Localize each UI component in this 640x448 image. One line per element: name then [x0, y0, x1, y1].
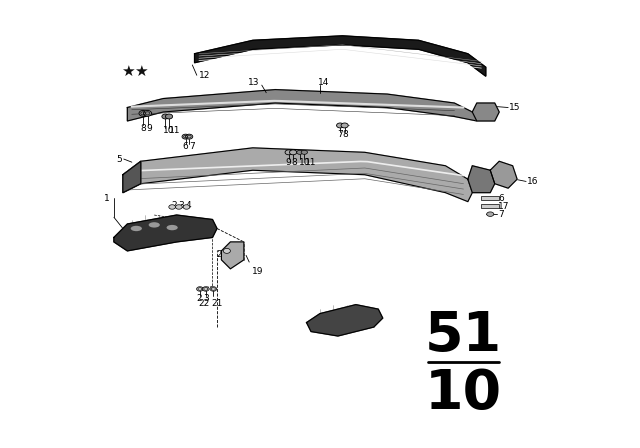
Text: 17: 17	[499, 202, 510, 211]
Text: 16: 16	[527, 177, 539, 186]
Text: 7: 7	[189, 142, 195, 151]
Text: 22: 22	[198, 299, 209, 308]
Polygon shape	[123, 148, 472, 202]
Text: 1: 1	[104, 194, 109, 202]
Ellipse shape	[131, 226, 142, 231]
Text: 21: 21	[212, 299, 223, 308]
Text: 15: 15	[509, 103, 520, 112]
Text: 11: 11	[169, 126, 180, 135]
Polygon shape	[195, 36, 486, 76]
Ellipse shape	[196, 287, 204, 291]
Ellipse shape	[148, 222, 160, 228]
Polygon shape	[221, 242, 244, 269]
Text: 13: 13	[248, 78, 260, 87]
Text: 9: 9	[147, 124, 152, 133]
Text: 8: 8	[342, 130, 348, 139]
Ellipse shape	[175, 205, 182, 209]
Text: 4: 4	[186, 201, 191, 210]
Text: 18: 18	[320, 322, 332, 331]
Text: 2: 2	[172, 201, 177, 210]
Text: 2: 2	[196, 294, 202, 303]
Text: 6: 6	[499, 194, 504, 202]
Text: 5: 5	[116, 155, 122, 164]
Ellipse shape	[301, 150, 307, 154]
Text: 10: 10	[425, 367, 502, 421]
Ellipse shape	[186, 134, 193, 139]
Ellipse shape	[183, 205, 190, 209]
Polygon shape	[307, 305, 383, 336]
Ellipse shape	[162, 114, 169, 119]
Polygon shape	[472, 103, 499, 121]
Polygon shape	[468, 166, 495, 193]
Text: 10: 10	[163, 126, 175, 135]
Text: 51: 51	[425, 309, 502, 363]
Text: 8: 8	[141, 124, 147, 133]
Polygon shape	[127, 90, 477, 121]
Ellipse shape	[139, 110, 147, 116]
Ellipse shape	[223, 248, 230, 253]
Polygon shape	[123, 161, 141, 193]
Bar	[481, 204, 499, 208]
Bar	[481, 196, 499, 200]
Ellipse shape	[202, 287, 209, 291]
Ellipse shape	[337, 123, 344, 128]
Ellipse shape	[143, 110, 152, 116]
Ellipse shape	[169, 205, 175, 209]
Text: 12: 12	[199, 71, 211, 80]
Ellipse shape	[165, 114, 173, 119]
Polygon shape	[114, 215, 217, 251]
Text: ★: ★	[134, 64, 148, 79]
Ellipse shape	[182, 134, 189, 139]
Ellipse shape	[341, 123, 348, 128]
Text: 7: 7	[499, 210, 504, 219]
Ellipse shape	[285, 150, 292, 155]
Text: 9: 9	[285, 158, 291, 167]
Text: 7: 7	[337, 130, 343, 139]
Text: 6: 6	[182, 142, 188, 151]
Polygon shape	[490, 161, 517, 188]
Text: 11: 11	[305, 158, 317, 167]
Ellipse shape	[486, 212, 494, 216]
Text: 20: 20	[216, 250, 227, 259]
Text: ★: ★	[120, 64, 134, 79]
Text: 8: 8	[291, 158, 296, 167]
Text: 19: 19	[252, 267, 264, 276]
Text: 3: 3	[204, 294, 209, 303]
Ellipse shape	[297, 150, 303, 154]
Ellipse shape	[166, 225, 178, 230]
Text: 3: 3	[178, 201, 184, 210]
Text: 10: 10	[298, 158, 310, 167]
Text: 14: 14	[317, 78, 329, 87]
Ellipse shape	[210, 287, 217, 291]
Ellipse shape	[289, 150, 297, 155]
